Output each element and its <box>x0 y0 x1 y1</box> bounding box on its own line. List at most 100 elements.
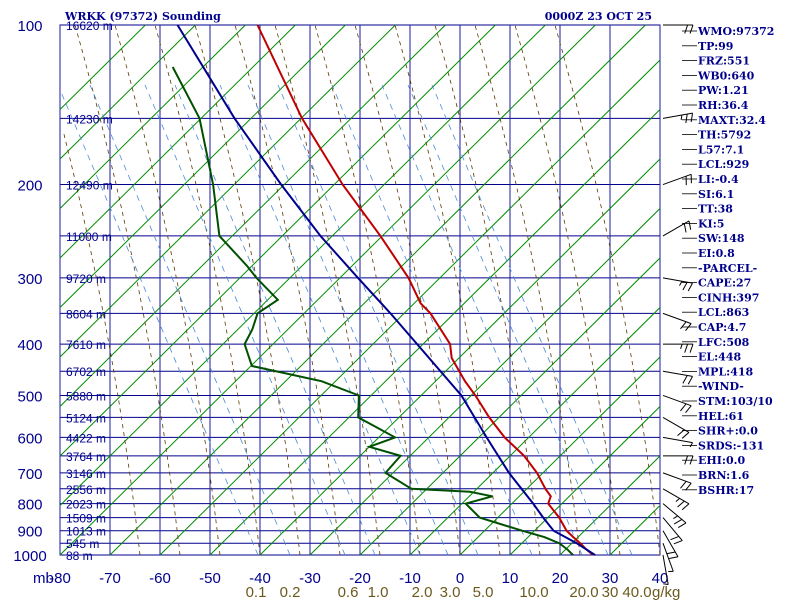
chart-title: WRKK (97372) Sounding <box>64 10 221 23</box>
temperature-tick-label: -40 <box>249 570 271 587</box>
wind-barb <box>662 173 692 186</box>
chart-datetime: 0000Z 23 OCT 25 <box>545 10 652 23</box>
wind-barb <box>662 517 683 545</box>
dry-adiabat-line <box>59 24 596 556</box>
moist-adiabat-line <box>434 24 541 556</box>
pressure-tick-label: 600 <box>17 430 42 447</box>
mixing-ratio-tick-label: 2.0 <box>412 584 433 600</box>
sounding-index: MPL:418 <box>698 365 754 378</box>
parcel-profile-line <box>176 24 596 556</box>
dry-adiabat-line <box>59 24 196 160</box>
height-label: 8604 m <box>66 307 106 321</box>
dry-adiabat-line <box>59 24 146 110</box>
sounding-index: L57:7.1 <box>698 143 744 156</box>
temperature-tick-label: 40 <box>652 570 669 587</box>
dry-adiabat-line <box>59 24 246 209</box>
sounding-index: TP:99 <box>698 40 733 53</box>
sounding-index: STM:103/10 <box>698 395 773 408</box>
mixing-ratio-line <box>407 84 609 556</box>
height-label: 3146 m <box>66 467 106 481</box>
sounding-index: CAP:4.7 <box>698 321 746 334</box>
sounding-index: LCL:863 <box>698 306 749 319</box>
sounding-index: MAXT:32.4 <box>698 114 766 127</box>
wind-barb <box>663 24 694 34</box>
pressure-tick-label: 300 <box>17 271 42 288</box>
sounding-index: -WIND- <box>698 380 744 393</box>
mixing-ratio-tick-label: 20.0 <box>569 584 598 600</box>
height-label: 1013 m <box>66 525 106 539</box>
sounding-index: BSHR:17 <box>698 484 754 497</box>
mixing-ratio-lines <box>59 84 633 556</box>
moist-adiabat-line <box>514 24 621 556</box>
temperature-tick-label: 0 <box>456 570 464 587</box>
height-label: 3764 m <box>66 450 106 464</box>
sounding-profiles <box>171 24 596 556</box>
sounding-index: SI:6.1 <box>698 188 734 201</box>
mixing-ratio-tick-label: 30 <box>602 584 619 600</box>
wind-barb <box>662 543 674 572</box>
wind-barb <box>662 370 693 385</box>
mixing-ratio-unit-label: g/kg <box>652 584 680 600</box>
height-label: 1509 m <box>66 512 106 526</box>
sounding-index: SW:148 <box>698 232 745 245</box>
wind-barb <box>662 394 692 414</box>
wind-barb <box>662 312 692 331</box>
moist-adiabat-line <box>114 24 221 556</box>
mixing-ratio-tick-label: 10.0 <box>519 584 548 600</box>
moist-adiabat-line <box>394 24 501 556</box>
temperature-tick-label: -80 <box>49 570 71 587</box>
moist-adiabat-line <box>354 24 461 556</box>
sounding-index: CAPE:27 <box>698 277 751 290</box>
mixing-ratio-labels: 0.1 0.2 0.6 1.0 2.0 3.0 5.0 10.0 20.0 30 40.0 <box>246 584 652 600</box>
mixing-ratio-line <box>144 84 346 556</box>
pressure-tick-label: 1000 <box>13 548 46 565</box>
sounding-index: FRZ:551 <box>698 55 750 68</box>
sounding-index: EHI:0.0 <box>698 454 745 467</box>
isotherm-lines <box>59 25 661 555</box>
height-label: 12490 m <box>66 179 113 193</box>
mixing-ratio-line <box>381 84 583 556</box>
sounding-index: LCL:929 <box>698 158 749 171</box>
temperature-tick-label: -50 <box>199 570 221 587</box>
pressure-tick-label: 400 <box>17 337 42 354</box>
dry-adiabat-line <box>209 109 661 556</box>
sounding-index: LFC:508 <box>698 336 750 349</box>
mixing-ratio-tick-label: 0.1 <box>246 584 267 600</box>
dry-adiabat-line <box>309 208 661 556</box>
pressure-tick-label: 800 <box>17 497 42 514</box>
mixing-ratio-line <box>89 84 291 556</box>
sounding-index: SHR+:0.0 <box>698 425 758 438</box>
temperature-tick-label: -60 <box>149 570 171 587</box>
height-label: 9720 m <box>66 272 106 286</box>
pressure-tick-label: 700 <box>17 466 42 483</box>
dry-adiabat-line <box>59 24 396 358</box>
height-label: 2556 m <box>66 483 106 497</box>
sounding-index: LI:-0.4 <box>698 173 739 186</box>
mixing-ratio-line <box>331 84 533 556</box>
mixing-ratio-line <box>247 84 449 556</box>
dry-adiabat-line <box>259 158 661 556</box>
sounding-index: TT:38 <box>698 203 733 216</box>
height-label: 14230 m <box>66 112 113 126</box>
temperature-tick-label: -30 <box>299 570 321 587</box>
temperature-tick-label: 20 <box>552 570 569 587</box>
height-label: 16620 m <box>66 19 113 33</box>
height-label: 5880 m <box>66 389 106 403</box>
height-label: 545 m <box>66 537 99 551</box>
mixing-ratio-line <box>219 84 421 556</box>
temperature-tick-label: 10 <box>502 570 519 587</box>
sounding-index: EI:0.8 <box>698 247 735 260</box>
sounding-index: -PARCEL- <box>698 262 757 275</box>
dry-adiabat-line <box>59 24 446 407</box>
wind-barb <box>663 343 694 353</box>
dry-adiabat-line <box>59 24 546 506</box>
mixing-ratio-line <box>174 84 376 556</box>
sounding-index: WMO:97372 <box>697 25 774 38</box>
wind-barb <box>662 503 687 529</box>
mixing-ratio-tick-label: 5.0 <box>473 584 494 600</box>
pressure-tick-label: 200 <box>17 178 42 195</box>
height-label: 88 m <box>66 549 93 563</box>
mixing-ratio-tick-label: 0.6 <box>338 584 359 600</box>
height-label: 11000 m <box>66 230 112 244</box>
